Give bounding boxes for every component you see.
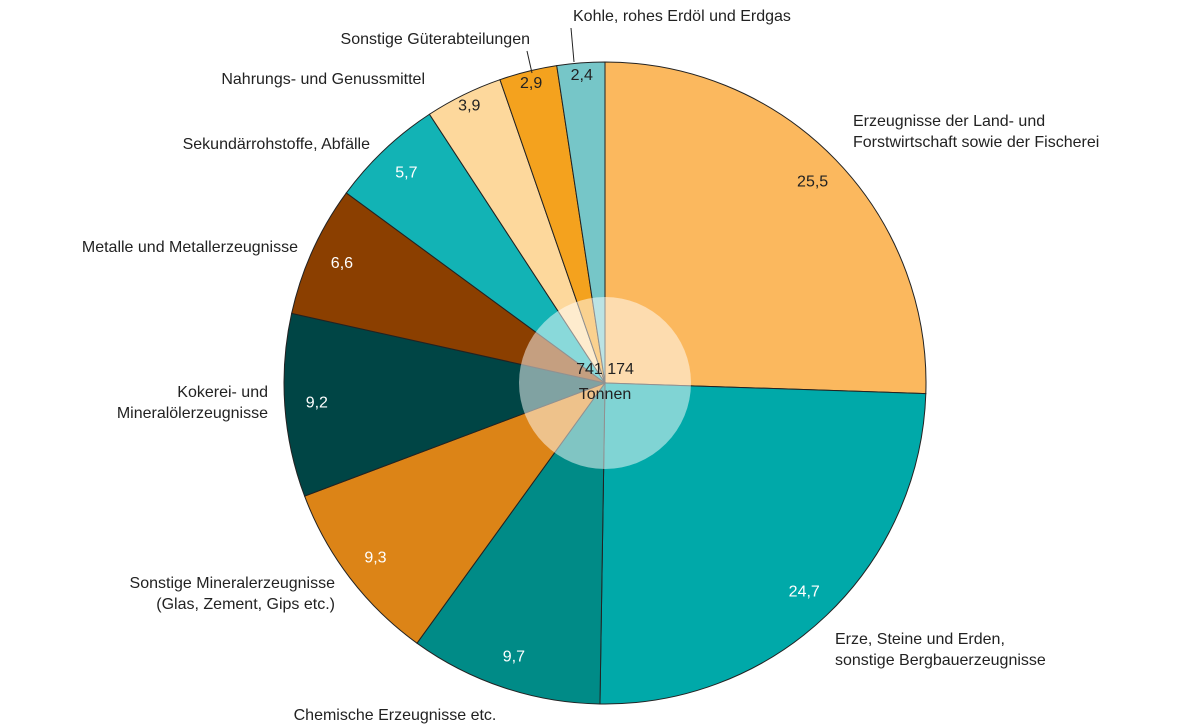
leader-line	[570, 27, 575, 63]
value-label: 2,4	[571, 67, 593, 84]
category-label-line: Metalle und Metallerzeugnisse	[82, 239, 298, 256]
category-label: Nahrungs- und Genussmittel	[221, 71, 425, 88]
value-label: 24,7	[789, 583, 820, 600]
category-label: Metalle und Metallerzeugnisse	[82, 239, 298, 256]
category-label-line: Chemische Erzeugnisse etc.	[294, 707, 497, 724]
pie-slice	[599, 382, 927, 705]
category-label-line: Sonstige Mineralerzeugnisse	[130, 575, 336, 592]
pie-slice	[416, 381, 606, 705]
value-label: 9,2	[306, 395, 328, 412]
value-label: 9,7	[503, 648, 525, 665]
value-label: 25,5	[797, 173, 828, 190]
center-label: 741 174	[576, 361, 634, 378]
category-label-line: Kokerei- und	[177, 384, 268, 401]
category-label: Chemische Erzeugnisse etc.	[294, 707, 497, 724]
category-label-line: Nahrungs- und Genussmittel	[221, 71, 425, 88]
value-label: 6,6	[331, 255, 353, 272]
value-label: 2,9	[520, 75, 542, 92]
pie-slice	[291, 192, 606, 384]
value-label: 3,9	[458, 98, 480, 115]
value-label: 9,3	[364, 550, 386, 567]
value-label: 5,7	[395, 164, 417, 181]
category-label-line: (Glas, Zement, Gips etc.)	[156, 596, 335, 613]
center-disc	[519, 297, 691, 469]
category-label: Sekundärrohstoffe, Abfälle	[183, 136, 370, 153]
leader-line	[526, 50, 533, 74]
pie-slice	[283, 312, 607, 497]
category-label-line: Kohle, rohes Erdöl und Erdgas	[573, 8, 791, 25]
category-label: Sonstige Mineralerzeugnisse (Glas, Zement…	[130, 575, 336, 613]
category-label-line: Erze, Steine und Erden,	[835, 631, 1005, 648]
category-label-line: Forstwirtschaft sowie der Fischerei	[853, 134, 1099, 151]
pie-slice	[604, 61, 927, 395]
category-label: Erze, Steine und Erden, sonstige Bergbaue…	[835, 631, 1046, 669]
category-label: Kokerei- und Mineralölerzeugnisse	[117, 384, 268, 422]
category-label: Kohle, rohes Erdöl und Erdgas	[573, 8, 791, 25]
category-label: Erzeugnisse der Land- und Forstwirtschaft…	[853, 113, 1099, 151]
category-label-line: Erzeugnisse der Land- und	[853, 113, 1045, 130]
category-label-line: sonstige Bergbauerzeugnisse	[835, 652, 1046, 669]
category-label-line: Sonstige Güterabteilungen	[341, 31, 530, 48]
category-label: Sonstige Güterabteilungen	[341, 31, 530, 48]
category-label-line: Mineralölerzeugnisse	[117, 405, 268, 422]
center-label: Tonnen	[579, 386, 632, 403]
pie-slice	[303, 381, 607, 644]
category-label-line: Sekundärrohstoffe, Abfälle	[183, 136, 370, 153]
